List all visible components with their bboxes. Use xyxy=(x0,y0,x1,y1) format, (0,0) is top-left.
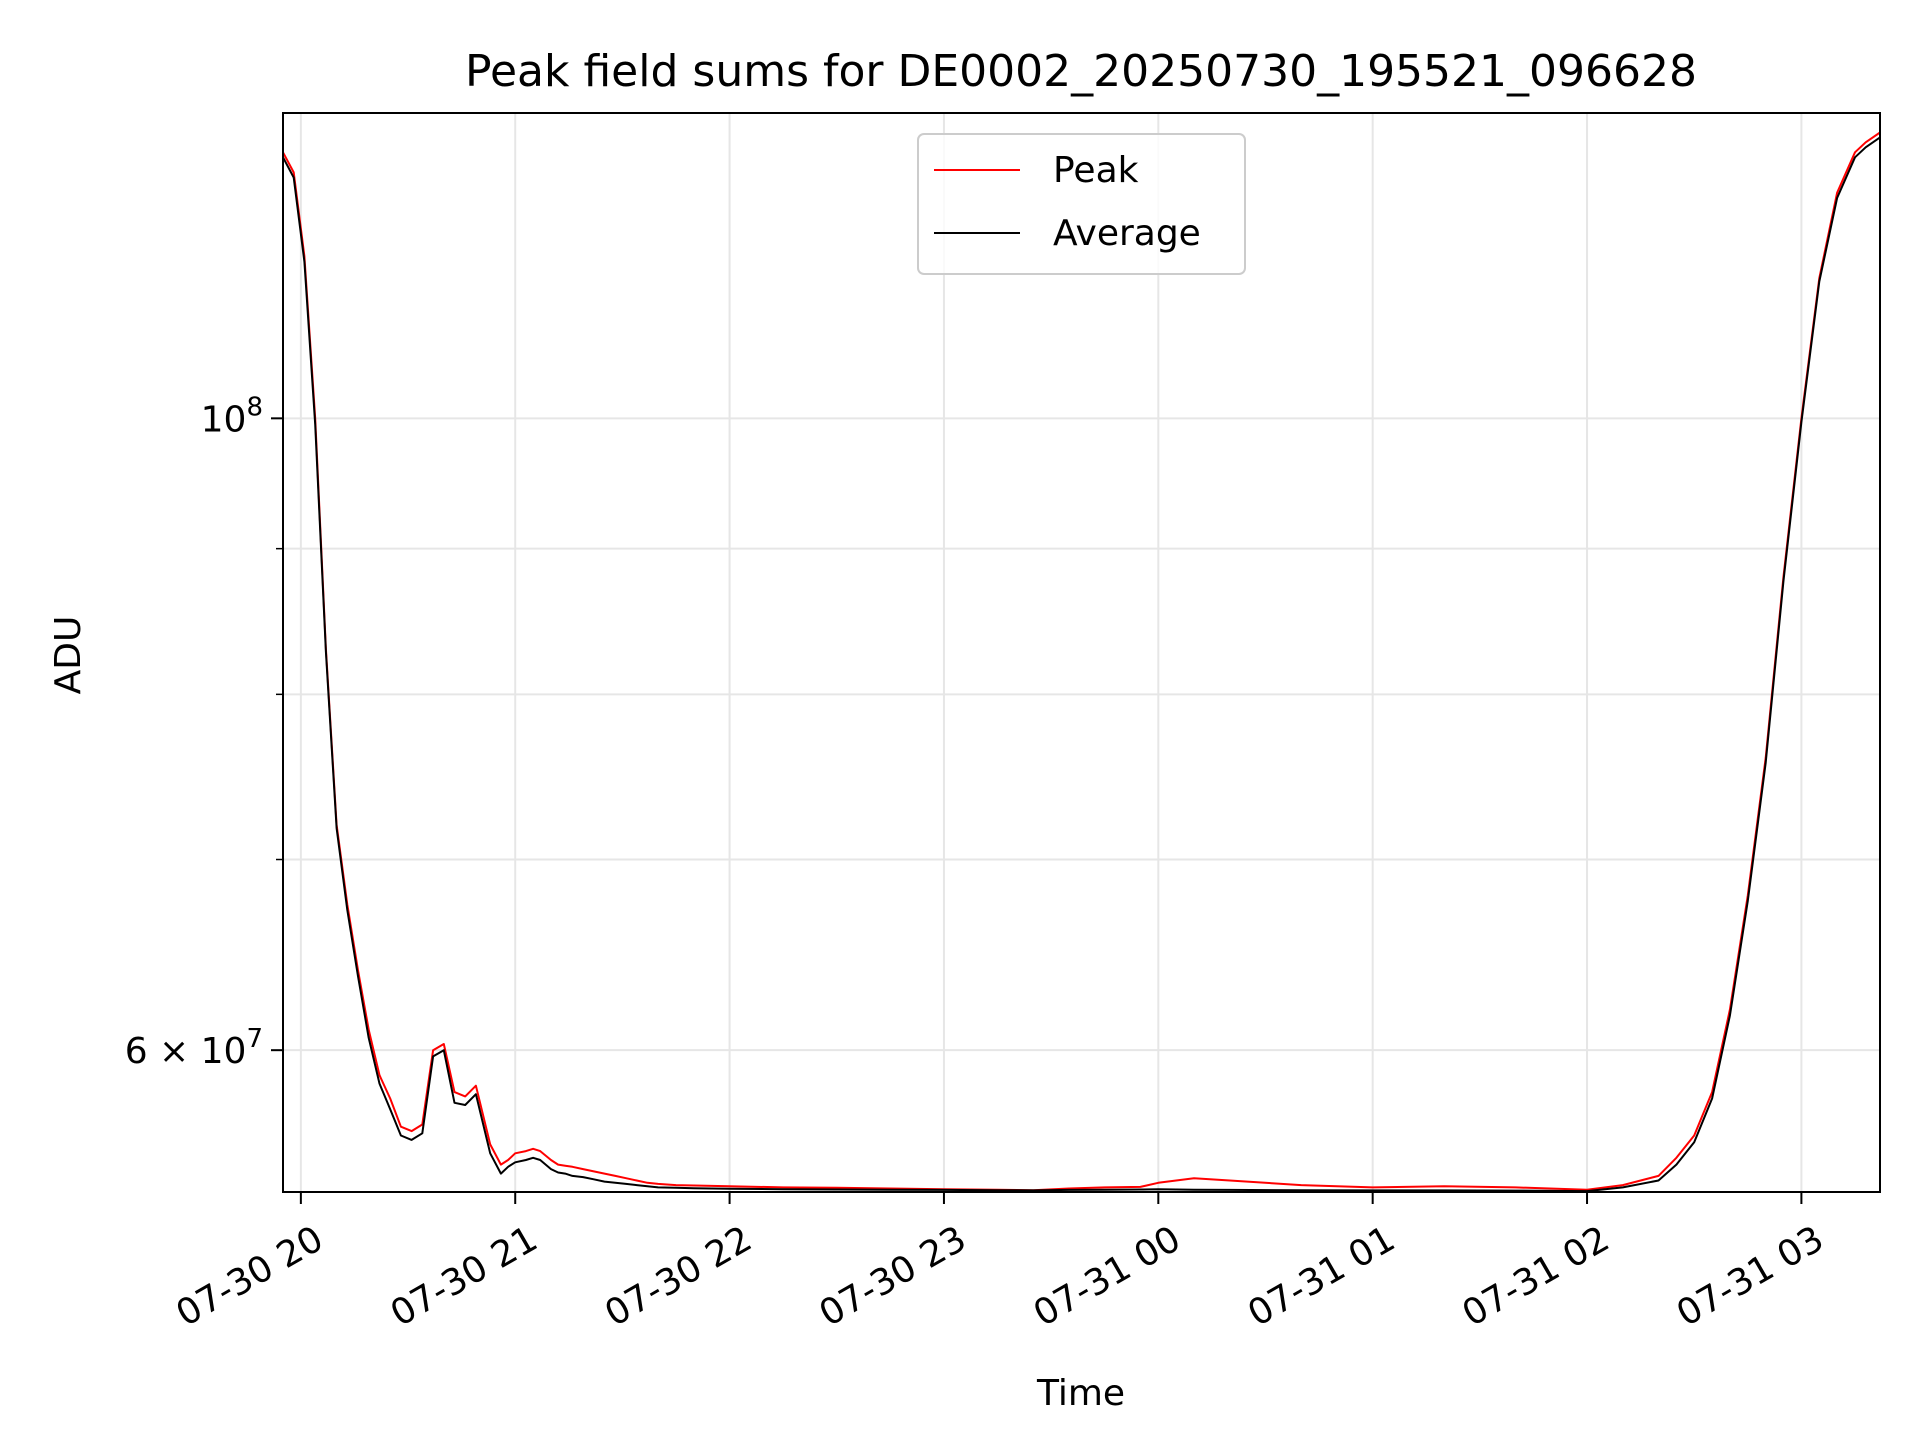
axes-frame xyxy=(282,112,1881,1193)
y-tick-label: 108 xyxy=(201,392,263,440)
plot-lines xyxy=(282,131,1881,1193)
series-line-peak xyxy=(282,131,1881,1192)
y-axis-label: ADU xyxy=(48,616,89,695)
series-line-average xyxy=(282,136,1881,1193)
legend-label-peak: Peak xyxy=(1053,150,1139,191)
grid-lines xyxy=(283,113,1880,1192)
legend-label-average: Average xyxy=(1053,213,1201,254)
chart-title: Peak field sums for DE0002_20250730_1955… xyxy=(465,46,1697,97)
x-axis-label: Time xyxy=(1036,1373,1125,1414)
legend: Peak Average xyxy=(917,133,1246,275)
y-tick-label: 6 × 107 xyxy=(125,1024,263,1072)
